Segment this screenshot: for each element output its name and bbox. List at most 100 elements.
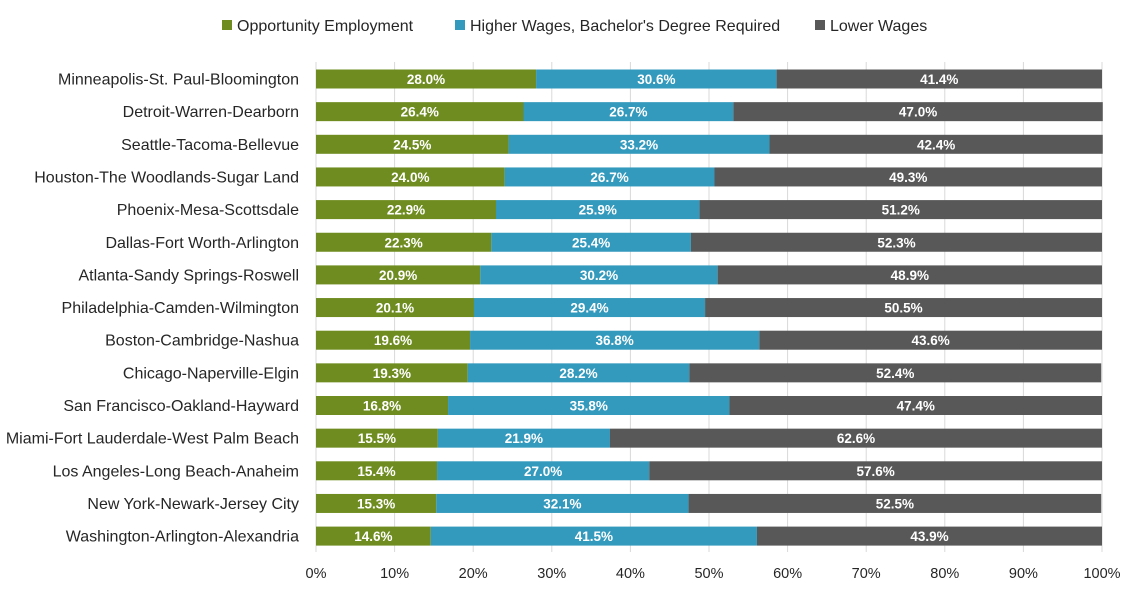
bar-segment [480,265,718,285]
bar-segment [717,265,1102,285]
x-tick-label: 80% [930,566,959,582]
data-label: 47.0% [899,105,937,120]
bar-segment [756,526,1102,546]
bar-segment [316,330,471,350]
data-label: 26.7% [590,170,628,185]
bar-segment [316,134,509,154]
bar-segment [430,526,757,546]
data-label: 19.3% [373,366,411,381]
data-label: 43.6% [912,333,950,348]
category-label: Atlanta-Sandy Springs-Roswell [78,267,299,284]
bar-segment [316,363,468,383]
data-label: 47.4% [897,399,935,414]
category-label: Boston-Cambridge-Nashua [105,333,299,350]
data-label: 57.6% [856,464,894,479]
category-label: Chicago-Naperville-Elgin [123,365,299,382]
bar-segment [523,102,734,122]
bar-segment [316,428,438,448]
legend-label-1: Higher Wages, Bachelor's Degree Required [470,18,780,35]
bar-segment [688,493,1102,513]
bar-segment [495,200,700,220]
data-label: 51.2% [882,203,920,218]
bar-segment [316,526,431,546]
bar-segment [649,461,1102,481]
category-label: Minneapolis-St. Paul-Bloomington [58,72,299,89]
bar-segment [536,69,777,89]
bar-segment [316,493,437,513]
data-labels: 28.0% 30.6% 41.4% 26.4% 26.7% 47.0% 24.5% 33.2%… [354,72,958,544]
x-tick-label: 90% [1009,566,1038,582]
legend-swatch-1 [455,20,465,30]
category-label: New York-Newark-Jersey City [87,496,299,513]
category-label: Houston-The Woodlands-Sugar Land [34,169,299,186]
data-label: 50.5% [884,301,922,316]
bar-segment [508,134,770,154]
category-label: San Francisco-Oakland-Hayward [63,398,299,415]
data-label: 22.9% [387,203,425,218]
category-label: Philadelphia-Camden-Wilmington [62,300,299,317]
bar-segment [467,363,690,383]
bar-segment [699,200,1102,220]
bar-segment [714,167,1102,187]
bar-segment [316,461,438,481]
data-label: 22.3% [384,235,422,250]
bar-segment [316,298,474,318]
bar-segment [690,232,1102,252]
bar-segment [689,363,1102,383]
data-label: 28.0% [407,72,445,87]
legend-swatch-0 [222,20,232,30]
bar-segment [491,232,691,252]
category-label: Miami-Fort Lauderdale-West Palm Beach [6,431,299,448]
data-label: 25.9% [579,203,617,218]
data-label: 15.5% [358,431,396,446]
bar-segment [729,396,1102,415]
x-axis-ticks: 0% 10% 20% 30% 40% 50% 60% 70% 80% 90% 100% [306,566,1121,582]
x-tick-label: 50% [694,566,723,582]
data-label: 14.6% [354,529,392,544]
data-label: 49.3% [889,170,927,185]
bar-segment [316,167,505,187]
legend: Opportunity Employment Higher Wages, Bach… [222,18,927,35]
bar-segment [705,298,1102,318]
bar-segment [436,493,689,513]
bar-segment [316,102,524,122]
bar-segment [504,167,715,187]
data-label: 19.6% [374,333,412,348]
data-label: 20.9% [379,268,417,283]
category-labels: Minneapolis-St. Paul-Bloomington Detroit-… [6,72,299,546]
bars [316,69,1103,546]
data-label: 33.2% [620,137,658,152]
x-tick-label: 20% [459,566,488,582]
data-label: 52.3% [877,235,915,250]
bar-segment [776,69,1102,89]
category-label: Dallas-Fort Worth-Arlington [105,235,299,252]
bar-segment [316,265,481,285]
legend-swatch-2 [815,20,825,30]
x-tick-label: 100% [1083,566,1120,582]
bar-segment [316,396,449,415]
data-label: 20.1% [376,301,414,316]
bar-segment [733,102,1103,122]
data-label: 26.7% [609,105,647,120]
data-label: 41.5% [575,529,613,544]
x-tick-label: 70% [852,566,881,582]
data-label: 15.3% [357,496,395,511]
category-label: Detroit-Warren-Dearborn [123,104,299,121]
data-label: 30.2% [580,268,618,283]
data-label: 26.4% [401,105,439,120]
bar-segment [316,232,492,252]
bar-segment [316,69,537,89]
data-label: 36.8% [596,333,634,348]
legend-label-2: Lower Wages [830,18,927,35]
data-label: 27.0% [524,464,562,479]
bar-segment [316,200,496,220]
data-label: 29.4% [570,301,608,316]
data-label: 52.5% [876,496,914,511]
x-tick-label: 0% [306,566,327,582]
data-label: 24.0% [391,170,429,185]
x-tick-label: 30% [537,566,566,582]
data-label: 41.4% [920,72,958,87]
bar-segment [448,396,730,415]
